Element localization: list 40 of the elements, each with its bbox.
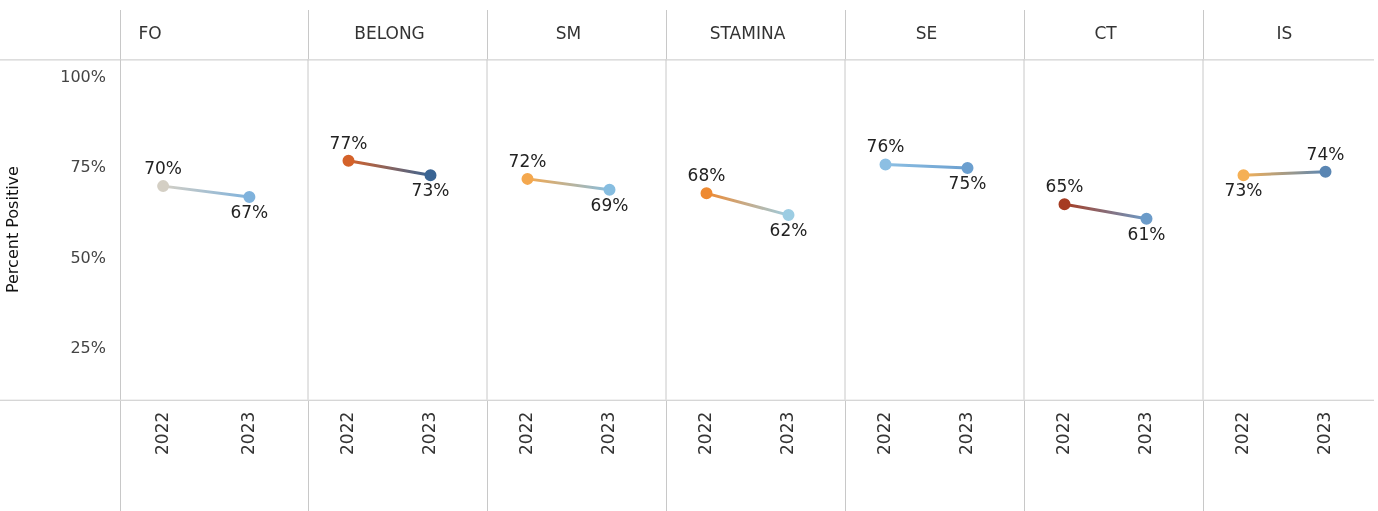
data-label: 62%	[769, 220, 808, 241]
data-label: 69%	[590, 194, 629, 215]
x-tick-label: 2022	[151, 411, 172, 455]
y-tick-label: 50%	[70, 247, 106, 267]
y-tick-label: 75%	[70, 157, 106, 177]
data-label: 61%	[1127, 223, 1166, 244]
y-tick-label: 25%	[70, 338, 106, 358]
chart-title: SE	[915, 22, 938, 43]
data-label: 70%	[144, 158, 183, 179]
data-label: 73%	[1224, 180, 1263, 201]
data-label: 72%	[508, 150, 547, 171]
x-tick-label: 2023	[418, 411, 439, 455]
x-tick-label: 2022	[515, 411, 536, 455]
x-tick-label: 2023	[597, 411, 618, 455]
data-label: 77%	[329, 132, 368, 153]
x-tick-label: 2023	[776, 411, 797, 455]
y-axis-title: Percent Positive	[2, 166, 22, 294]
data-label: 75%	[948, 172, 987, 193]
x-tick-label: 2022	[873, 411, 894, 455]
x-tick-label: 2023	[955, 411, 976, 455]
x-tick-label: 2023	[1313, 411, 1334, 455]
chart-title: STAMINA	[709, 22, 786, 43]
data-label: 65%	[1045, 176, 1084, 197]
chart-title: CT	[1094, 22, 1118, 43]
chart-title: SM	[555, 22, 582, 43]
chart-title: BELONG	[354, 22, 425, 43]
x-tick-label: 2022	[694, 411, 715, 455]
chart-title: FO	[138, 22, 162, 43]
x-tick-label: 2022	[336, 411, 357, 455]
x-tick-label: 2023	[1134, 411, 1155, 455]
data-label: 76%	[866, 136, 905, 157]
data-label: 68%	[687, 165, 726, 186]
data-label: 67%	[230, 201, 269, 222]
data-label: 73%	[411, 180, 450, 201]
y-tick-label: 100%	[60, 66, 106, 86]
x-tick-label: 2022	[1052, 411, 1073, 455]
x-tick-label: 2022	[1231, 411, 1252, 455]
data-label: 74%	[1306, 143, 1345, 164]
chart-title: IS	[1276, 22, 1293, 43]
x-tick-label: 2023	[237, 411, 258, 455]
